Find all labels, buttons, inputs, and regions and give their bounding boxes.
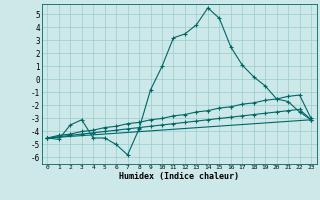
X-axis label: Humidex (Indice chaleur): Humidex (Indice chaleur) (119, 172, 239, 181)
